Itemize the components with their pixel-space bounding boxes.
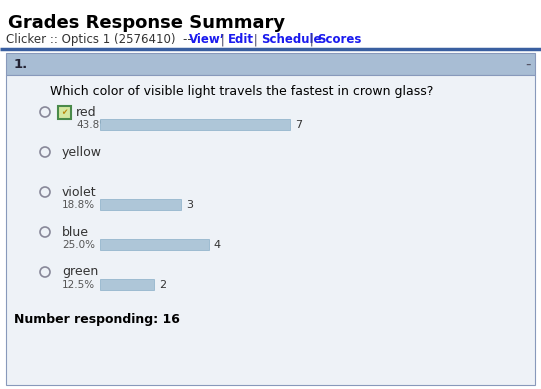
Text: 3: 3 [187, 200, 194, 210]
Text: Viewʼ: Viewʼ [189, 33, 226, 46]
Text: 43.8%: 43.8% [76, 119, 109, 130]
Text: Which color of visible light travels the fastest in crown glass?: Which color of visible light travels the… [50, 85, 433, 98]
Text: 18.8%: 18.8% [62, 200, 95, 210]
Text: ✔: ✔ [61, 108, 68, 117]
Text: Number responding: 16: Number responding: 16 [14, 313, 180, 326]
Text: 1.: 1. [14, 58, 28, 70]
FancyBboxPatch shape [100, 199, 181, 210]
Text: Scores: Scores [317, 33, 361, 46]
FancyBboxPatch shape [100, 239, 209, 250]
Text: 7: 7 [295, 119, 302, 130]
Text: |: | [306, 33, 318, 46]
FancyBboxPatch shape [6, 53, 535, 75]
Text: 25.0%: 25.0% [62, 240, 95, 249]
Text: 2: 2 [159, 280, 167, 289]
Text: blue: blue [62, 226, 89, 238]
FancyBboxPatch shape [100, 119, 290, 130]
FancyBboxPatch shape [58, 106, 71, 119]
Text: yellow: yellow [62, 145, 102, 158]
Text: 12.5%: 12.5% [62, 280, 95, 289]
Text: violet: violet [62, 186, 97, 198]
Text: -: - [525, 56, 531, 72]
Text: red: red [76, 105, 97, 119]
Text: |: | [217, 33, 228, 46]
Text: |: | [250, 33, 262, 46]
Text: Schedule: Schedule [261, 33, 322, 46]
FancyBboxPatch shape [6, 75, 535, 385]
Text: Clicker :: Optics 1 (2576410)  --: Clicker :: Optics 1 (2576410) -- [6, 33, 192, 46]
Text: Grades Response Summary: Grades Response Summary [8, 14, 285, 32]
Text: Edit: Edit [228, 33, 254, 46]
Text: green: green [62, 266, 98, 279]
Text: 4: 4 [214, 240, 221, 249]
FancyBboxPatch shape [100, 279, 154, 290]
